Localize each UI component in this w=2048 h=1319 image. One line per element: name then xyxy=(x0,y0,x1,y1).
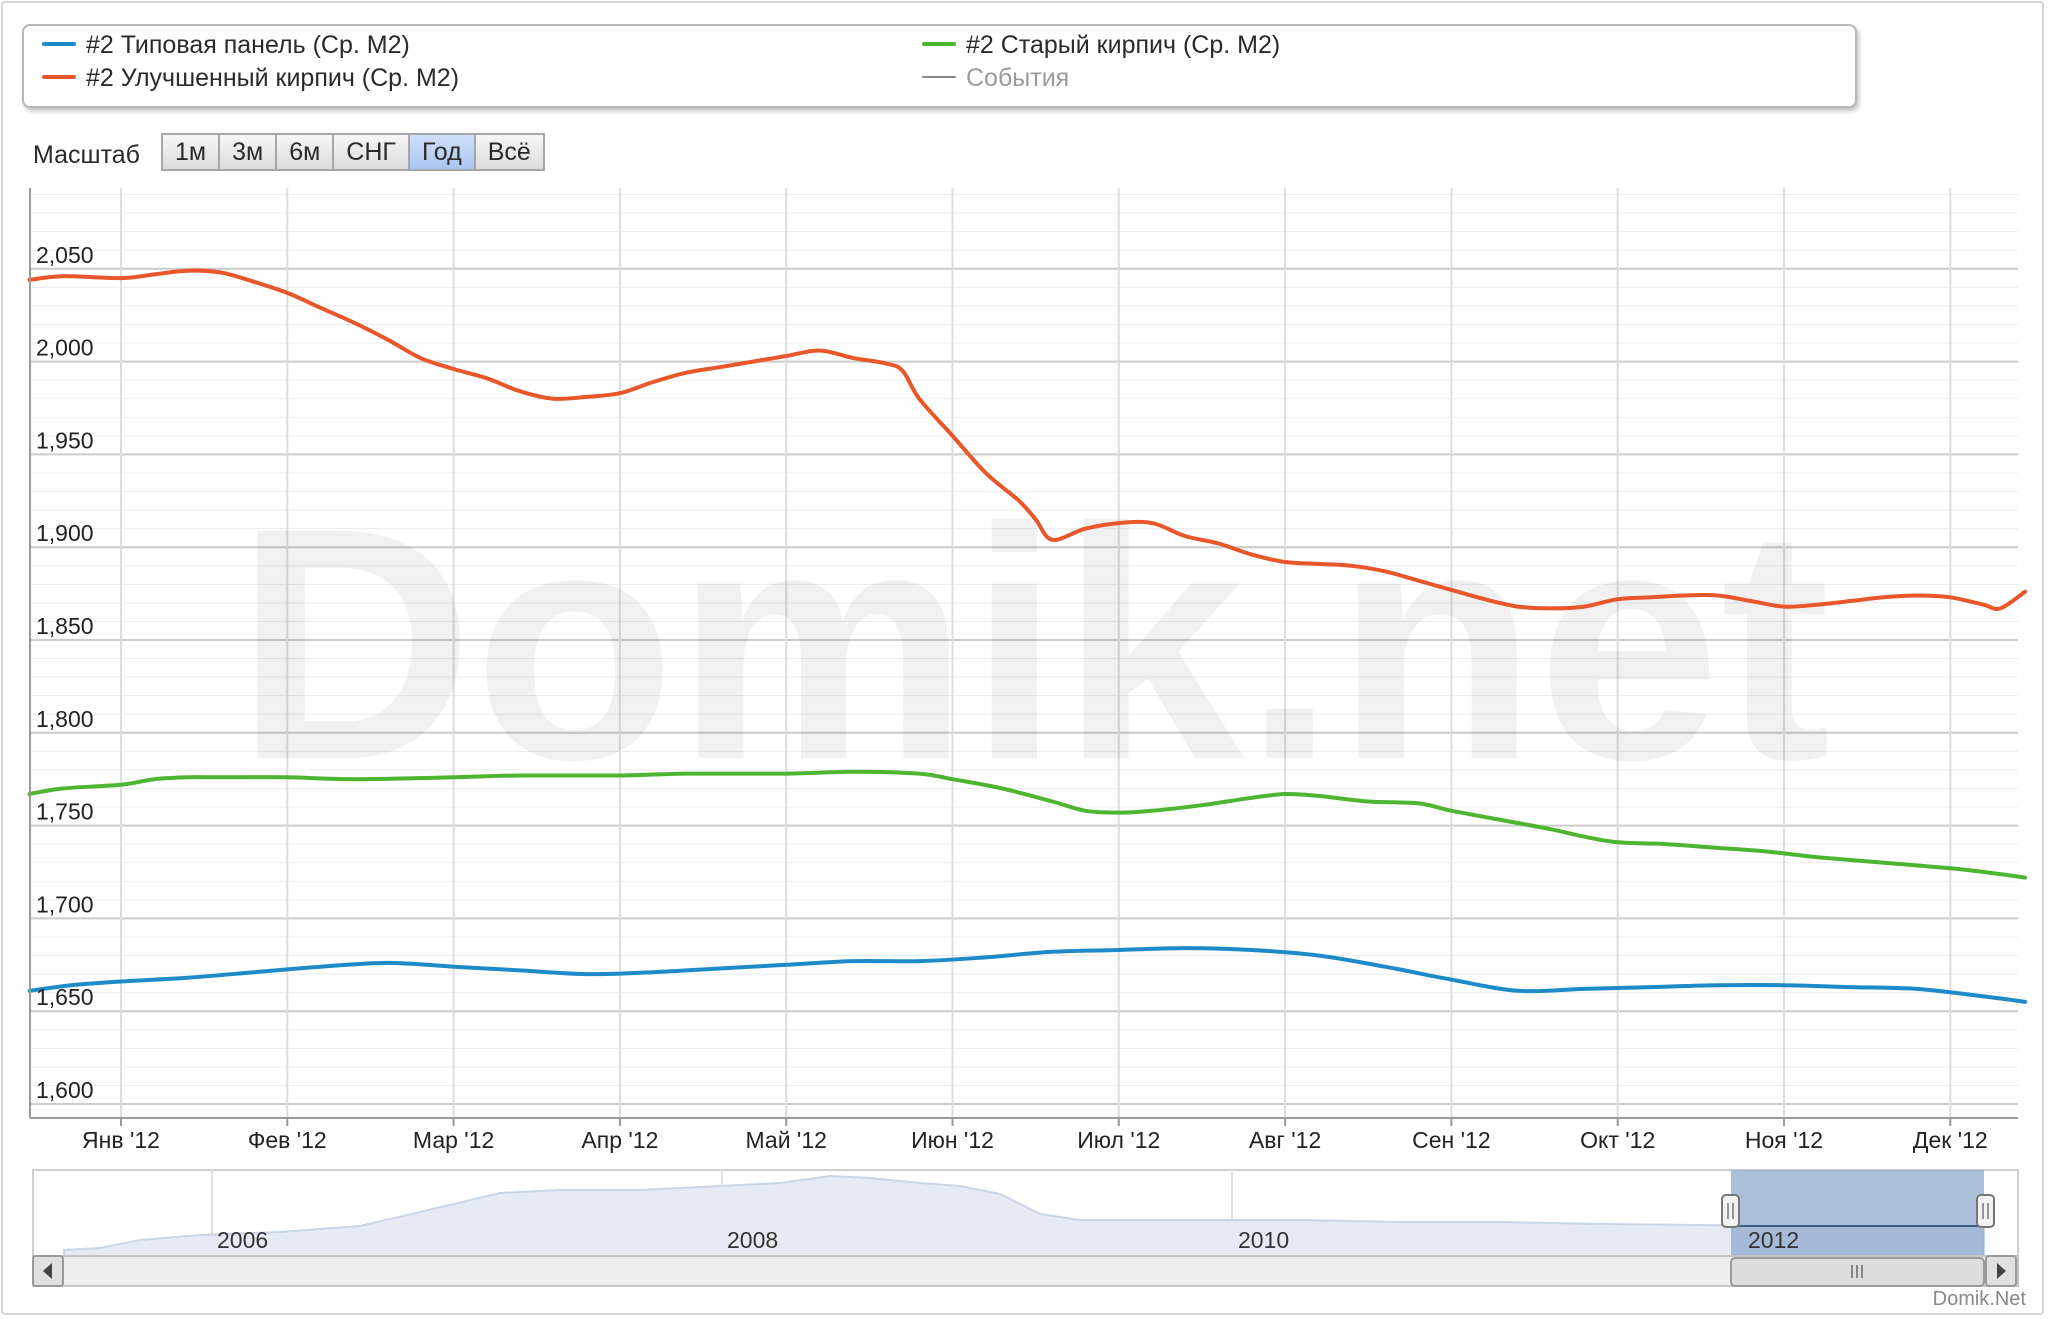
navigator-year-2012: 2012 xyxy=(1748,1227,1799,1253)
range-button-3m[interactable]: 3м xyxy=(220,135,278,169)
legend-item-improved-brick[interactable]: #2 Улучшенный кирпич (Ср. М2) xyxy=(42,63,459,93)
series-line-improved-brick[interactable] xyxy=(27,268,2028,612)
y-tick-label: 1,600 xyxy=(36,1077,94,1103)
legend-swatch xyxy=(42,42,76,47)
range-button-all[interactable]: Всё xyxy=(475,135,543,169)
legend-swatch xyxy=(922,76,956,79)
y-tick-label: 1,950 xyxy=(36,427,94,453)
x-axis-labels: Янв '12 Фев '12 Мар '12 Апр '12 Май '12 Июн '… xyxy=(82,1118,1988,1153)
y-axis-labels: 1,600 1,650 1,700 1,750 1,800 1,850 1,900 1,950… xyxy=(36,242,94,1103)
legend-label: #2 Старый кирпич (Ср. М2) xyxy=(966,31,1281,59)
y-tick-label: 1,700 xyxy=(36,891,94,917)
series-layer xyxy=(27,268,2028,1004)
x-tick-label: Янв '12 xyxy=(82,1127,160,1153)
navigator-year-2010: 2010 xyxy=(1238,1227,1289,1253)
legend-swatch xyxy=(42,75,76,80)
x-tick-label: Мар '12 xyxy=(413,1127,494,1153)
scrollbar-left-arrow-icon[interactable] xyxy=(32,1255,64,1287)
range-button-ytd[interactable]: СНГ xyxy=(334,135,410,169)
range-button-year[interactable]: Год xyxy=(409,135,476,169)
y-tick-label: 2,050 xyxy=(36,242,94,268)
x-tick-label: Июн '12 xyxy=(911,1127,994,1153)
y-tick-label: 2,000 xyxy=(36,335,94,361)
legend: #2 Типовая панель (Ср. М2) #2 Старый кир… xyxy=(22,24,1857,108)
navigator-year-2008: 2008 xyxy=(727,1227,778,1253)
navigator-right-handle[interactable] xyxy=(1976,1194,1995,1228)
watermark: Domik.net xyxy=(235,459,1830,828)
legend-item-panel[interactable]: #2 Типовая панель (Ср. М2) xyxy=(42,30,410,60)
navigator-year-2006: 2006 xyxy=(217,1227,268,1253)
minor-gridlines xyxy=(30,194,2018,1086)
y-tick-label: 1,850 xyxy=(36,613,94,639)
y-tick-label: 1,750 xyxy=(36,799,94,825)
scrollbar-track[interactable] xyxy=(32,1255,2019,1287)
credit-label: Domik.Net xyxy=(1932,1288,2026,1310)
y-tick-label: 1,650 xyxy=(36,984,94,1010)
range-selector: 1м 3м 6м СНГ Год Всё xyxy=(161,133,545,171)
legend-label: #2 Улучшенный кирпич (Ср. М2) xyxy=(86,64,460,92)
series-line-old-brick[interactable] xyxy=(27,769,2028,880)
range-selector-label: Масштаб xyxy=(33,141,140,169)
x-tick-label: Окт '12 xyxy=(1580,1127,1655,1153)
legend-item-events[interactable]: События xyxy=(922,63,1069,93)
navigator-selection[interactable] xyxy=(1731,1170,1984,1256)
navigator-area xyxy=(63,1174,1985,1257)
series-line-panel[interactable] xyxy=(27,946,2028,1004)
major-gridlines xyxy=(30,188,2018,1118)
x-tick-label: Ноя '12 xyxy=(1745,1127,1823,1153)
x-tick-label: Июл '12 xyxy=(1077,1127,1160,1153)
navigator-left-handle[interactable] xyxy=(1721,1194,1740,1228)
scrollbar-thumb[interactable] xyxy=(1730,1257,1985,1287)
y-tick-label: 1,800 xyxy=(36,706,94,732)
y-tick-label: 1,900 xyxy=(36,520,94,546)
scrollbar-right-arrow-icon[interactable] xyxy=(1985,1255,2017,1287)
x-tick-label: Дек '12 xyxy=(1913,1127,1988,1153)
legend-item-old-brick[interactable]: #2 Старый кирпич (Ср. М2) xyxy=(922,30,1280,60)
legend-label: #2 Типовая панель (Ср. М2) xyxy=(86,31,410,59)
x-tick-label: Авг '12 xyxy=(1249,1127,1321,1153)
x-tick-label: Фев '12 xyxy=(248,1127,327,1153)
legend-swatch xyxy=(922,42,956,47)
legend-label: События xyxy=(966,64,1070,92)
x-tick-label: Май '12 xyxy=(745,1127,826,1153)
x-tick-label: Апр '12 xyxy=(581,1127,658,1153)
x-tick-label: Сен '12 xyxy=(1412,1127,1490,1153)
range-button-6m[interactable]: 6м xyxy=(277,135,335,169)
range-button-1m[interactable]: 1м xyxy=(163,135,221,169)
